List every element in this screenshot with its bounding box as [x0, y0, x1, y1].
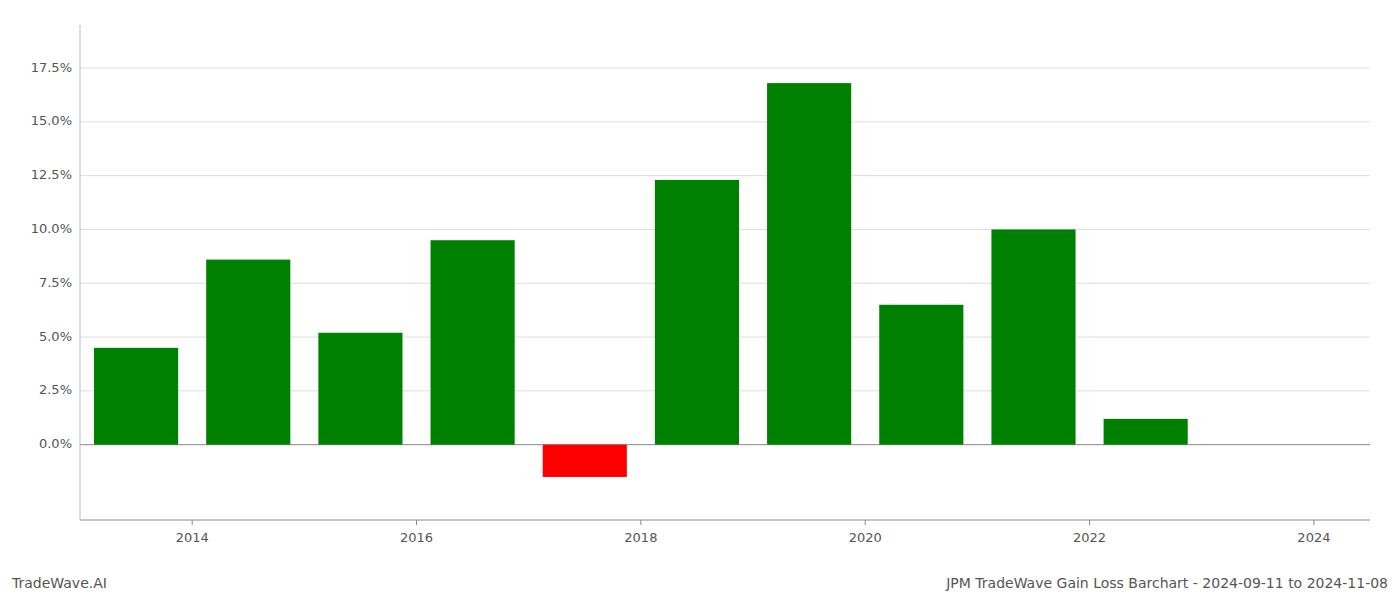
bar — [991, 229, 1075, 444]
x-tick-label: 2016 — [400, 530, 433, 545]
x-tick — [1313, 520, 1314, 525]
x-tick — [192, 520, 193, 525]
bars — [94, 83, 1188, 477]
y-axis-line — [80, 25, 81, 520]
chart: 0.0% 2.5% 5.0% 7.5% 10.0% 12.5% 15.0% 17.5% 2014… — [0, 0, 1400, 600]
watermark: TradeWave.AI — [11, 575, 107, 591]
bar — [543, 445, 627, 477]
grid-line — [80, 121, 1370, 122]
bar — [318, 333, 402, 445]
bar — [1104, 419, 1188, 445]
x-tick-label: 2022 — [1073, 530, 1106, 545]
x-tick-label: 2020 — [849, 530, 882, 545]
bar — [767, 83, 851, 445]
y-tick-label: 17.5% — [31, 60, 72, 75]
y-tick-label: 12.5% — [31, 167, 72, 182]
bar — [655, 180, 739, 445]
y-tick-label: 2.5% — [39, 382, 72, 397]
x-tick — [416, 520, 417, 525]
grid — [80, 68, 1370, 445]
y-tick-label: 7.5% — [39, 275, 72, 290]
bar — [206, 260, 290, 445]
title: JPM TradeWave Gain Loss Barchart - 2024-… — [945, 575, 1388, 591]
y-tick-label: 15.0% — [31, 113, 72, 128]
grid-line — [80, 175, 1370, 176]
bar — [431, 240, 515, 444]
y-tick-label: 5.0% — [39, 329, 72, 344]
x-tick-label: 2024 — [1297, 530, 1330, 545]
y-tick-label: 0.0% — [39, 436, 72, 451]
x-tick-label: 2014 — [176, 530, 209, 545]
grid-line — [80, 68, 1370, 69]
x-tick — [1089, 520, 1090, 525]
x-tick — [865, 520, 866, 525]
chart-container: 0.0% 2.5% 5.0% 7.5% 10.0% 12.5% 15.0% 17.5% 2014… — [0, 0, 1400, 600]
bar — [879, 305, 963, 445]
x-tick-label: 2018 — [624, 530, 657, 545]
x-tick — [640, 520, 641, 525]
x-axis-line — [80, 520, 1370, 521]
background — [0, 0, 1400, 600]
y-tick-label: 10.0% — [31, 221, 72, 236]
bar — [94, 348, 178, 445]
